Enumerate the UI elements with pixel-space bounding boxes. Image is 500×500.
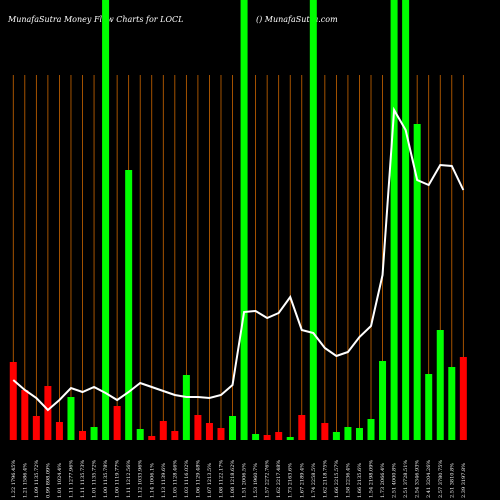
bar [171, 431, 179, 440]
bar [298, 415, 306, 440]
bar [448, 367, 456, 440]
bar [367, 419, 375, 440]
bar [229, 416, 237, 440]
x-tick-label: 1.58 2236.4% [345, 463, 351, 498]
bar [402, 0, 410, 440]
x-tick-label: 1.57 2272.76% [265, 460, 271, 498]
bar [413, 124, 421, 440]
x-tick-label: 1.22 1796.45% [11, 460, 17, 498]
bar [9, 362, 17, 440]
bar [148, 436, 156, 440]
x-tick-label: 1.12 1033.96% [138, 460, 144, 498]
x-tick-label: 2.51 3810.8% [449, 463, 455, 498]
x-tick-label: 1.54 2198.09% [369, 460, 375, 498]
x-tick-label: 1.03 1116.02% [184, 460, 190, 498]
x-tick-label: 2.41 3204.26% [426, 460, 432, 498]
bar [321, 423, 329, 440]
bar [44, 386, 52, 440]
bar [275, 432, 283, 440]
price-line [12, 106, 465, 412]
x-tick-label: 1.11 1135.73% [80, 460, 86, 498]
bar [125, 170, 133, 440]
x-tick-label: 1.08 1122.17% [218, 460, 224, 498]
bar [436, 330, 444, 440]
bar [79, 431, 87, 440]
bar [355, 428, 363, 440]
bar [90, 427, 98, 440]
x-tick-label: 1.01 1135.72% [92, 460, 98, 498]
bar [136, 429, 144, 440]
x-tick-label: 1.09 1135.72% [34, 460, 40, 498]
bar [159, 421, 167, 440]
bar [390, 0, 398, 440]
x-tick-label: 1.14 1006.1% [149, 463, 155, 498]
bar [67, 397, 75, 440]
bar [21, 390, 29, 440]
bar [459, 357, 467, 440]
bar [182, 375, 190, 440]
x-tick-label: 1.73 2066.4% [380, 463, 386, 498]
x-tick-label: 1.07 1213.5% [207, 463, 213, 498]
bar [309, 0, 317, 440]
x-tick-label: 0.99 898.09% [45, 463, 51, 498]
x-tick-label: 1.62 2118.75% [322, 460, 328, 498]
bar [113, 406, 121, 440]
x-tick-label: 1.67 2189.4% [299, 463, 305, 498]
bar [32, 416, 40, 440]
bar [55, 422, 63, 440]
x-tick-label: 2.51 3728.51% [403, 460, 409, 498]
x-tick-label: 2.39 3197.8% [461, 463, 467, 498]
x-tick-label: 1.06 1129.48% [195, 460, 201, 498]
x-tick-label: 1.05 1128.46% [172, 460, 178, 498]
bar [194, 415, 202, 440]
x-tick-label: 1.53 1960.7% [253, 463, 259, 498]
x-tick-label: 1.62 2217.48% [276, 460, 282, 498]
bar [344, 427, 352, 440]
chart-subtitle: () MunafaSutra.com [256, 15, 338, 24]
bar [379, 361, 387, 440]
chart-title: MunafaSutra Money Flow Charts for LOCL [7, 15, 183, 24]
bar [217, 428, 225, 440]
bar [263, 435, 271, 440]
bar [240, 0, 248, 440]
bar [205, 423, 213, 440]
x-tick-label: 1.74 2258.5% [311, 463, 317, 498]
x-tick-label: 1.00 1119.77% [115, 460, 121, 498]
bar [425, 374, 433, 440]
x-tick-label: 2.54 3346.93% [415, 460, 421, 498]
bar [252, 434, 260, 440]
bar [286, 437, 294, 440]
x-tick-label: 1.66 2215.57% [334, 460, 340, 498]
x-tick-label: 1.13 1139.6% [161, 463, 167, 498]
x-tick-label: 1.21 1586.4% [22, 463, 28, 498]
bar [332, 432, 340, 440]
x-tick-label: 1.11 1277.96% [68, 460, 74, 498]
x-tick-label: 2.57 3780.75% [438, 460, 444, 498]
x-tick-label: 1.51 2006.5% [242, 463, 248, 498]
x-tick-label: 1.01 1024.4% [57, 463, 63, 498]
x-tick-label: 1.08 1218.62% [230, 460, 236, 498]
bar [102, 0, 110, 440]
x-tick-label: 2.51 4000.8% [392, 463, 398, 498]
x-tick-label: 1.66 2135.6% [357, 463, 363, 498]
x-tick-label: 1.00 1135.78% [103, 460, 109, 498]
x-tick-label: 1.11 1212.56% [126, 460, 132, 498]
x-tick-label: 1.73 2163.6% [288, 463, 294, 498]
